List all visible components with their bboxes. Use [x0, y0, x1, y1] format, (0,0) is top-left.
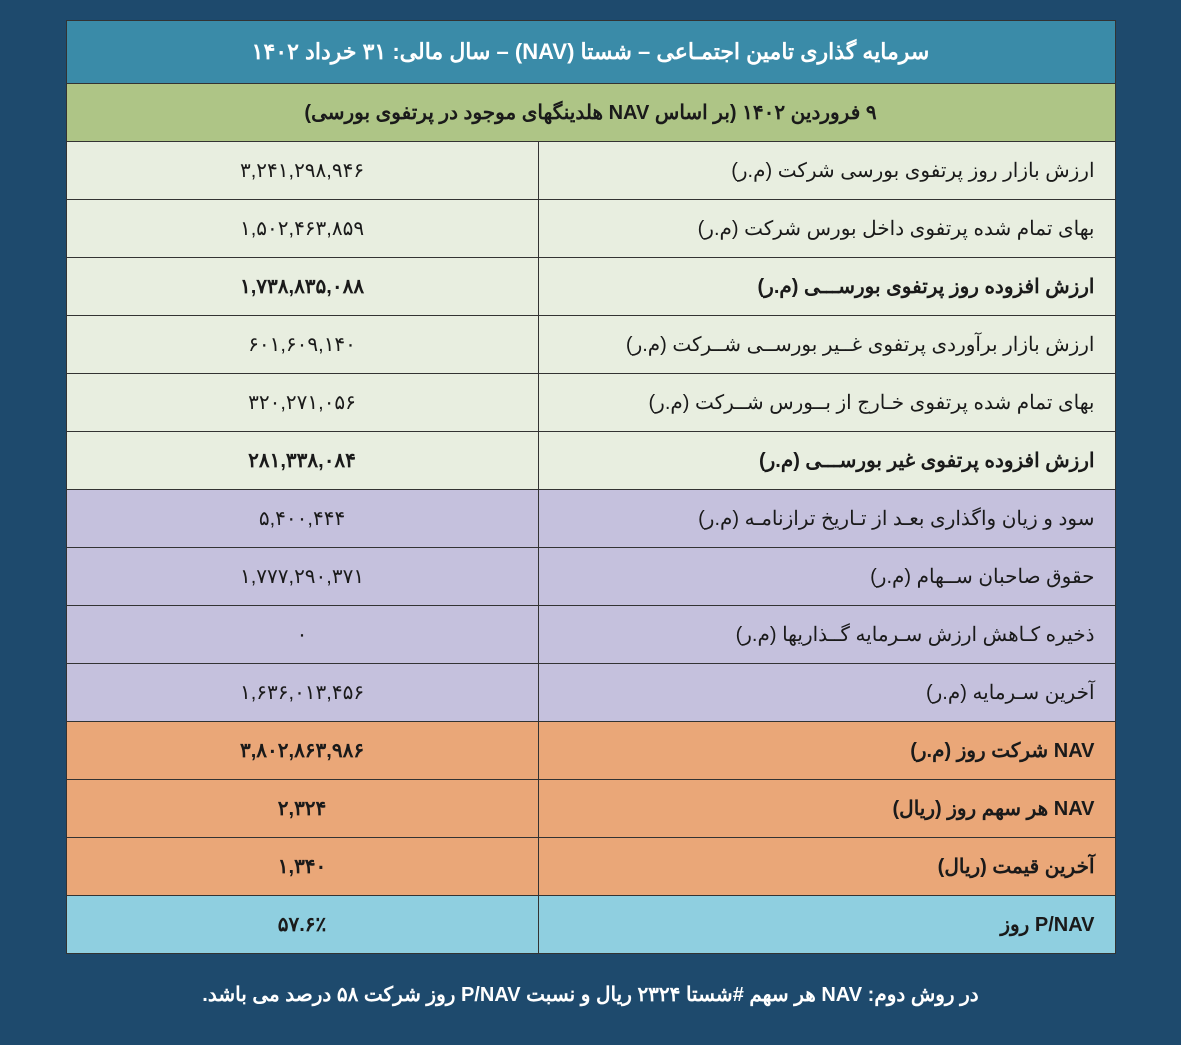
row-label: ارزش بازار روز پرتفوی بورسی شرکت (م.ر)	[538, 142, 1115, 200]
row-label: بهای تمام شده پرتفوی خـارج از بــورس شــ…	[538, 374, 1115, 432]
footer-note: در روش دوم: NAV هر سهم #شستا ۲۳۲۴ ریال و…	[66, 954, 1116, 1017]
row-value: ۵,۴۰۰,۴۴۴	[66, 490, 538, 548]
row-value: ۲,۳۲۴	[66, 780, 538, 838]
row-value: ۱,۷۷۷,۲۹۰,۳۷۱	[66, 548, 538, 606]
row-value: ۳,۲۴۱,۲۹۸,۹۴۶	[66, 142, 538, 200]
row-label: آخرین قیمت (ریال)	[538, 838, 1115, 896]
row-label: حقوق صاحبان ســهام (م.ر)	[538, 548, 1115, 606]
table-row: آخرین سـرمایه (م.ر) ۱,۶۳۶,۰۱۳,۴۵۶	[66, 664, 1115, 722]
row-label: ذخیره کـاهش ارزش سـرمایه گــذاریها (م.ر)	[538, 606, 1115, 664]
sub-title: ۹ فروردین ۱۴۰۲ (بر اساس NAV هلدینگهای مو…	[66, 84, 1115, 142]
row-value: ۶۰۱,۶۰۹,۱۴۰	[66, 316, 538, 374]
row-label: ارزش بازار برآوردی پرتفوی غــیر بورســی …	[538, 316, 1115, 374]
table-row: بهای تمام شده پرتفوی داخل بورس شرکت (م.ر…	[66, 200, 1115, 258]
table-row: سود و زیان واگذاری بعـد از تـاریخ ترازنا…	[66, 490, 1115, 548]
row-value: ۳۲۰,۲۷۱,۰۵۶	[66, 374, 538, 432]
table-header-row: سرمایه گذاری تامین اجتمـاعی – شستا (NAV)…	[66, 21, 1115, 84]
row-label: بهای تمام شده پرتفوی داخل بورس شرکت (م.ر…	[538, 200, 1115, 258]
row-value: ۱,۵۰۲,۴۶۳,۸۵۹	[66, 200, 538, 258]
row-label: سود و زیان واگذاری بعـد از تـاریخ ترازنا…	[538, 490, 1115, 548]
row-value: ۱,۳۴۰	[66, 838, 538, 896]
table-row: NAV شرکت روز (م.ر) ۳,۸۰۲,۸۶۳,۹۸۶	[66, 722, 1115, 780]
table-subheader-row: ۹ فروردین ۱۴۰۲ (بر اساس NAV هلدینگهای مو…	[66, 84, 1115, 142]
nav-data-table: سرمایه گذاری تامین اجتمـاعی – شستا (NAV)…	[66, 20, 1116, 954]
row-label: NAV هر سهم روز (ریال)	[538, 780, 1115, 838]
table-row: ارزش بازار برآوردی پرتفوی غــیر بورســی …	[66, 316, 1115, 374]
table-row: ارزش افزوده پرتفوی غیر بورســـی (م.ر) ۲۸…	[66, 432, 1115, 490]
table-row: ذخیره کـاهش ارزش سـرمایه گــذاریها (م.ر)…	[66, 606, 1115, 664]
table-row: ارزش بازار روز پرتفوی بورسی شرکت (م.ر) ۳…	[66, 142, 1115, 200]
row-label: ارزش افزوده روز پرتفوی بورســـی (م.ر)	[538, 258, 1115, 316]
table-row: ارزش افزوده روز پرتفوی بورســـی (م.ر) ۱,…	[66, 258, 1115, 316]
table-row: حقوق صاحبان ســهام (م.ر) ۱,۷۷۷,۲۹۰,۳۷۱	[66, 548, 1115, 606]
row-value: ۵۷.۶٪	[66, 896, 538, 954]
row-value: ۰	[66, 606, 538, 664]
nav-table-container: @Parsistahlil سرمایه گذاری تامین اجتمـاع…	[66, 20, 1116, 954]
row-value: ۲۸۱,۳۳۸,۰۸۴	[66, 432, 538, 490]
row-value: ۱,۷۳۸,۸۳۵,۰۸۸	[66, 258, 538, 316]
row-label: NAV شرکت روز (م.ر)	[538, 722, 1115, 780]
table-row: آخرین قیمت (ریال) ۱,۳۴۰	[66, 838, 1115, 896]
main-title: سرمایه گذاری تامین اجتمـاعی – شستا (NAV)…	[66, 21, 1115, 84]
row-value: ۳,۸۰۲,۸۶۳,۹۸۶	[66, 722, 538, 780]
row-label: آخرین سـرمایه (م.ر)	[538, 664, 1115, 722]
table-row: P/NAV روز ۵۷.۶٪	[66, 896, 1115, 954]
row-label: P/NAV روز	[538, 896, 1115, 954]
row-value: ۱,۶۳۶,۰۱۳,۴۵۶	[66, 664, 538, 722]
row-label: ارزش افزوده پرتفوی غیر بورســـی (م.ر)	[538, 432, 1115, 490]
table-row: بهای تمام شده پرتفوی خـارج از بــورس شــ…	[66, 374, 1115, 432]
table-row: NAV هر سهم روز (ریال) ۲,۳۲۴	[66, 780, 1115, 838]
